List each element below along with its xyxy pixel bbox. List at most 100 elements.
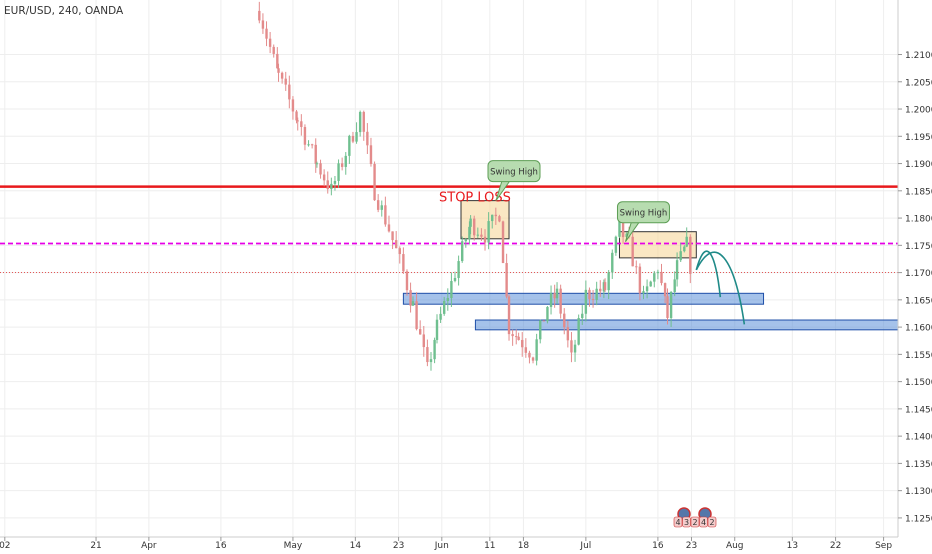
candle[interactable] bbox=[457, 255, 460, 286]
candle[interactable] bbox=[411, 296, 415, 306]
candle[interactable] bbox=[595, 281, 598, 306]
candle[interactable] bbox=[685, 227, 688, 248]
candle[interactable] bbox=[362, 110, 365, 141]
candle[interactable] bbox=[461, 236, 464, 263]
candle[interactable] bbox=[631, 230, 634, 267]
candle[interactable] bbox=[531, 356, 535, 364]
candle[interactable] bbox=[348, 134, 351, 164]
candle[interactable] bbox=[649, 280, 652, 287]
candle[interactable] bbox=[358, 110, 362, 137]
candle[interactable] bbox=[517, 332, 520, 341]
candle[interactable] bbox=[426, 339, 429, 367]
candle[interactable] bbox=[355, 122, 358, 144]
candle[interactable] bbox=[330, 177, 333, 196]
candle[interactable] bbox=[645, 279, 649, 299]
candle[interactable] bbox=[295, 109, 298, 124]
candle[interactable] bbox=[642, 285, 645, 300]
candle[interactable] bbox=[442, 296, 446, 316]
candle[interactable] bbox=[344, 152, 347, 175]
candle[interactable] bbox=[439, 306, 442, 324]
candle[interactable] bbox=[373, 161, 376, 201]
candle[interactable] bbox=[291, 96, 295, 120]
candle[interactable] bbox=[409, 282, 412, 313]
candle[interactable] bbox=[473, 215, 476, 241]
candle[interactable] bbox=[391, 231, 394, 250]
candle[interactable] bbox=[303, 124, 307, 151]
candle[interactable] bbox=[480, 228, 483, 241]
candle[interactable] bbox=[521, 332, 524, 357]
candle[interactable] bbox=[663, 282, 667, 303]
candle[interactable] bbox=[653, 270, 656, 288]
candle[interactable] bbox=[384, 196, 387, 227]
candle[interactable] bbox=[581, 305, 584, 325]
candle[interactable] bbox=[621, 220, 625, 244]
candle[interactable] bbox=[656, 269, 660, 280]
time-axis-panel[interactable] bbox=[0, 537, 932, 550]
candle[interactable] bbox=[515, 329, 518, 345]
support-zone[interactable] bbox=[474, 319, 899, 331]
candle[interactable] bbox=[398, 246, 401, 264]
projection-curve[interactable] bbox=[695, 250, 722, 298]
candle[interactable] bbox=[555, 282, 559, 304]
candle[interactable] bbox=[675, 252, 679, 287]
candle[interactable] bbox=[483, 229, 487, 251]
candle[interactable] bbox=[265, 21, 268, 47]
event-badge[interactable] bbox=[690, 516, 700, 528]
candle[interactable] bbox=[322, 169, 326, 187]
candle[interactable] bbox=[528, 350, 531, 364]
candle[interactable] bbox=[689, 234, 692, 284]
candle[interactable] bbox=[542, 320, 546, 322]
candle[interactable] bbox=[468, 221, 471, 245]
candle[interactable] bbox=[683, 245, 686, 253]
event-badge[interactable] bbox=[673, 516, 683, 528]
candle[interactable] bbox=[559, 284, 562, 319]
candle[interactable] bbox=[337, 159, 340, 188]
candle[interactable] bbox=[599, 280, 602, 297]
candle[interactable] bbox=[535, 333, 538, 366]
candle[interactable] bbox=[453, 271, 457, 283]
candle[interactable] bbox=[284, 71, 287, 91]
candle[interactable] bbox=[603, 278, 607, 293]
candle[interactable] bbox=[549, 285, 553, 315]
swing-high-callout[interactable]: Swing High bbox=[487, 160, 541, 201]
candle[interactable] bbox=[307, 140, 310, 147]
candle[interactable] bbox=[611, 249, 614, 279]
candle[interactable] bbox=[635, 260, 638, 275]
candle[interactable] bbox=[310, 143, 314, 149]
candle[interactable] bbox=[268, 31, 272, 54]
candle[interactable] bbox=[591, 289, 595, 308]
event-badge[interactable] bbox=[699, 516, 708, 528]
candle[interactable] bbox=[288, 75, 291, 109]
support-zone[interactable] bbox=[402, 292, 765, 305]
candle[interactable] bbox=[433, 337, 436, 364]
candle[interactable] bbox=[511, 329, 514, 346]
candle[interactable] bbox=[602, 279, 606, 299]
candle[interactable] bbox=[387, 215, 391, 233]
candle[interactable] bbox=[669, 290, 673, 328]
candle[interactable] bbox=[280, 71, 284, 84]
candle[interactable] bbox=[272, 44, 275, 58]
candle[interactable] bbox=[679, 242, 682, 263]
candle[interactable] bbox=[539, 319, 542, 344]
candle[interactable] bbox=[501, 220, 505, 264]
candle[interactable] bbox=[524, 338, 528, 358]
event-badge[interactable] bbox=[707, 516, 717, 528]
candle[interactable] bbox=[366, 123, 369, 154]
candle[interactable] bbox=[618, 220, 621, 239]
candle[interactable] bbox=[494, 207, 498, 225]
candle[interactable] bbox=[584, 280, 588, 322]
candle[interactable] bbox=[573, 339, 577, 362]
candle[interactable] bbox=[333, 176, 337, 191]
candle[interactable] bbox=[340, 157, 344, 171]
candle[interactable] bbox=[505, 253, 508, 299]
candle[interactable] bbox=[498, 214, 501, 223]
candle[interactable] bbox=[491, 214, 494, 229]
candle[interactable] bbox=[402, 247, 405, 274]
candle[interactable] bbox=[566, 320, 570, 348]
candle[interactable] bbox=[614, 235, 618, 256]
candle[interactable] bbox=[351, 131, 355, 144]
candle[interactable] bbox=[588, 287, 591, 307]
swing-high-callout[interactable]: Swing High bbox=[616, 201, 670, 242]
